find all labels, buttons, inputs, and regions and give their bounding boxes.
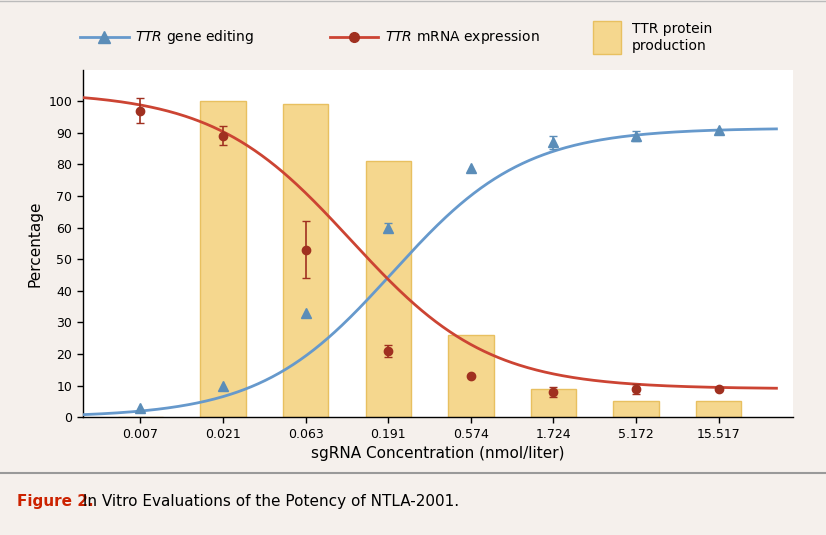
Y-axis label: Percentage: Percentage (28, 200, 43, 287)
Text: TTR protein
production: TTR protein production (632, 22, 712, 52)
Bar (613, 401, 658, 417)
Bar (201, 101, 246, 417)
Bar (365, 161, 411, 417)
X-axis label: sgRNA Concentration (nmol/liter): sgRNA Concentration (nmol/liter) (311, 446, 564, 461)
Bar (695, 401, 742, 417)
Bar (448, 335, 494, 417)
Bar (593, 21, 621, 54)
Text: $\it{TTR}$ mRNA expression: $\it{TTR}$ mRNA expression (385, 28, 540, 47)
Text: $\it{TTR}$ gene editing: $\it{TTR}$ gene editing (135, 28, 254, 47)
Text: Figure 2.: Figure 2. (17, 494, 93, 509)
Bar (530, 389, 576, 417)
Bar (282, 104, 329, 417)
Text: In Vitro Evaluations of the Potency of NTLA-2001.: In Vitro Evaluations of the Potency of N… (78, 494, 459, 509)
